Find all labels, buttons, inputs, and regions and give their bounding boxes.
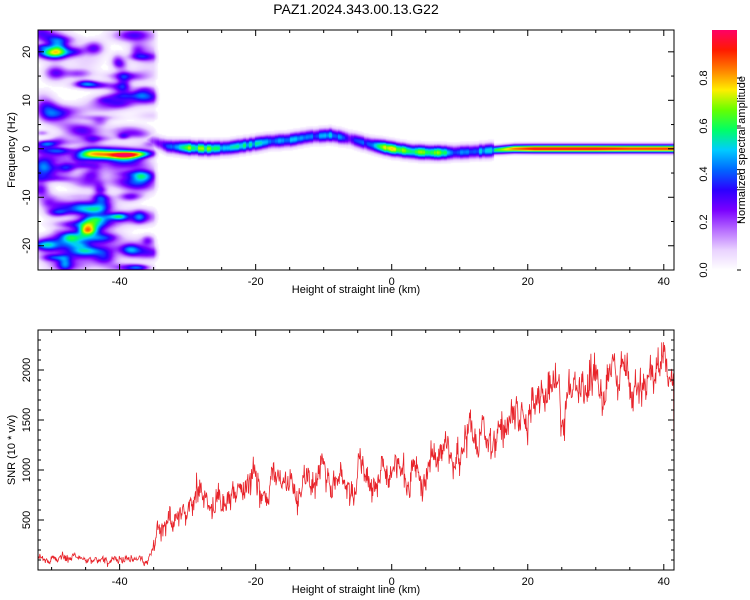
snr-y-tick-label: 500 [21,511,33,529]
snr-y-tick-label: 1500 [21,408,33,432]
spectrogram-y-axis-label: Frequency (Hz) [6,112,18,188]
colorbar-ticks: 0.0 0.2 0.4 0.6 0.8 [698,70,741,278]
snr-x-tick-label: 0 [389,576,395,588]
snr-y-tick-label: 1000 [21,458,33,482]
snr-frame [37,329,675,571]
colorbar-tick-label: 0.6 [698,118,710,133]
spectrogram-x-axis-label: Height of straight line (km) [292,284,420,296]
snr-x-tick-label: 40 [658,576,670,588]
spectrogram-ticks: -40 -20 0 20 40 -20 -10 0 10 20 [21,30,674,288]
snr-series-line [38,342,674,567]
spectrogram-y-tick-label: 20 [21,46,33,58]
snr-x-axis-label: Height of straight line (km) [292,584,420,596]
snr-y-axis-label: SNR (10 * v/v) [6,415,18,485]
colorbar-tick-label: 0.8 [698,70,710,85]
chart-title: PAZ1.2024.343.00.13.G22 [273,1,439,17]
spectrogram-heatmap [38,30,674,270]
spectrogram-y-tick-label: -20 [21,238,33,254]
spectrogram-x-tick-label: -40 [112,276,128,288]
snr-x-tick-label: -40 [112,576,128,588]
colorbar-label: Normalized spectral amplitude [736,76,748,224]
spectrogram-x-tick-label: 20 [522,276,534,288]
colorbar-tick-label: 0.4 [698,166,710,181]
spectrogram-y-tick-label: -10 [21,189,33,205]
snr-panel: -40 -20 0 20 40 500 1000 1500 2000 Height of str… [6,329,675,596]
snr-x-tick-label: -20 [248,576,264,588]
spectrogram-y-tick-label: 0 [21,146,33,152]
colorbar: 0.0 0.2 0.4 0.6 0.8 Normalized spectral ampl… [698,30,748,278]
spectrogram-frame [37,29,675,271]
snr-x-tick-label: 20 [522,576,534,588]
colorbar-gradient [712,30,737,270]
spectrogram-x-tick-label: 0 [389,276,395,288]
spectrogram-y-tick-label: 10 [21,94,33,106]
spectrogram-x-tick-label: 40 [658,276,670,288]
colorbar-tick-label: 0.0 [698,262,710,277]
snr-ticks: -40 -20 0 20 40 500 1000 1500 2000 [21,329,674,588]
snr-y-tick-label: 2000 [21,358,33,382]
colorbar-tick-label: 0.2 [698,214,710,229]
spectrogram-panel: -40 -20 0 20 40 -20 -10 0 10 20 Height of straigh… [6,29,675,296]
spectrogram-x-tick-label: -20 [248,276,264,288]
